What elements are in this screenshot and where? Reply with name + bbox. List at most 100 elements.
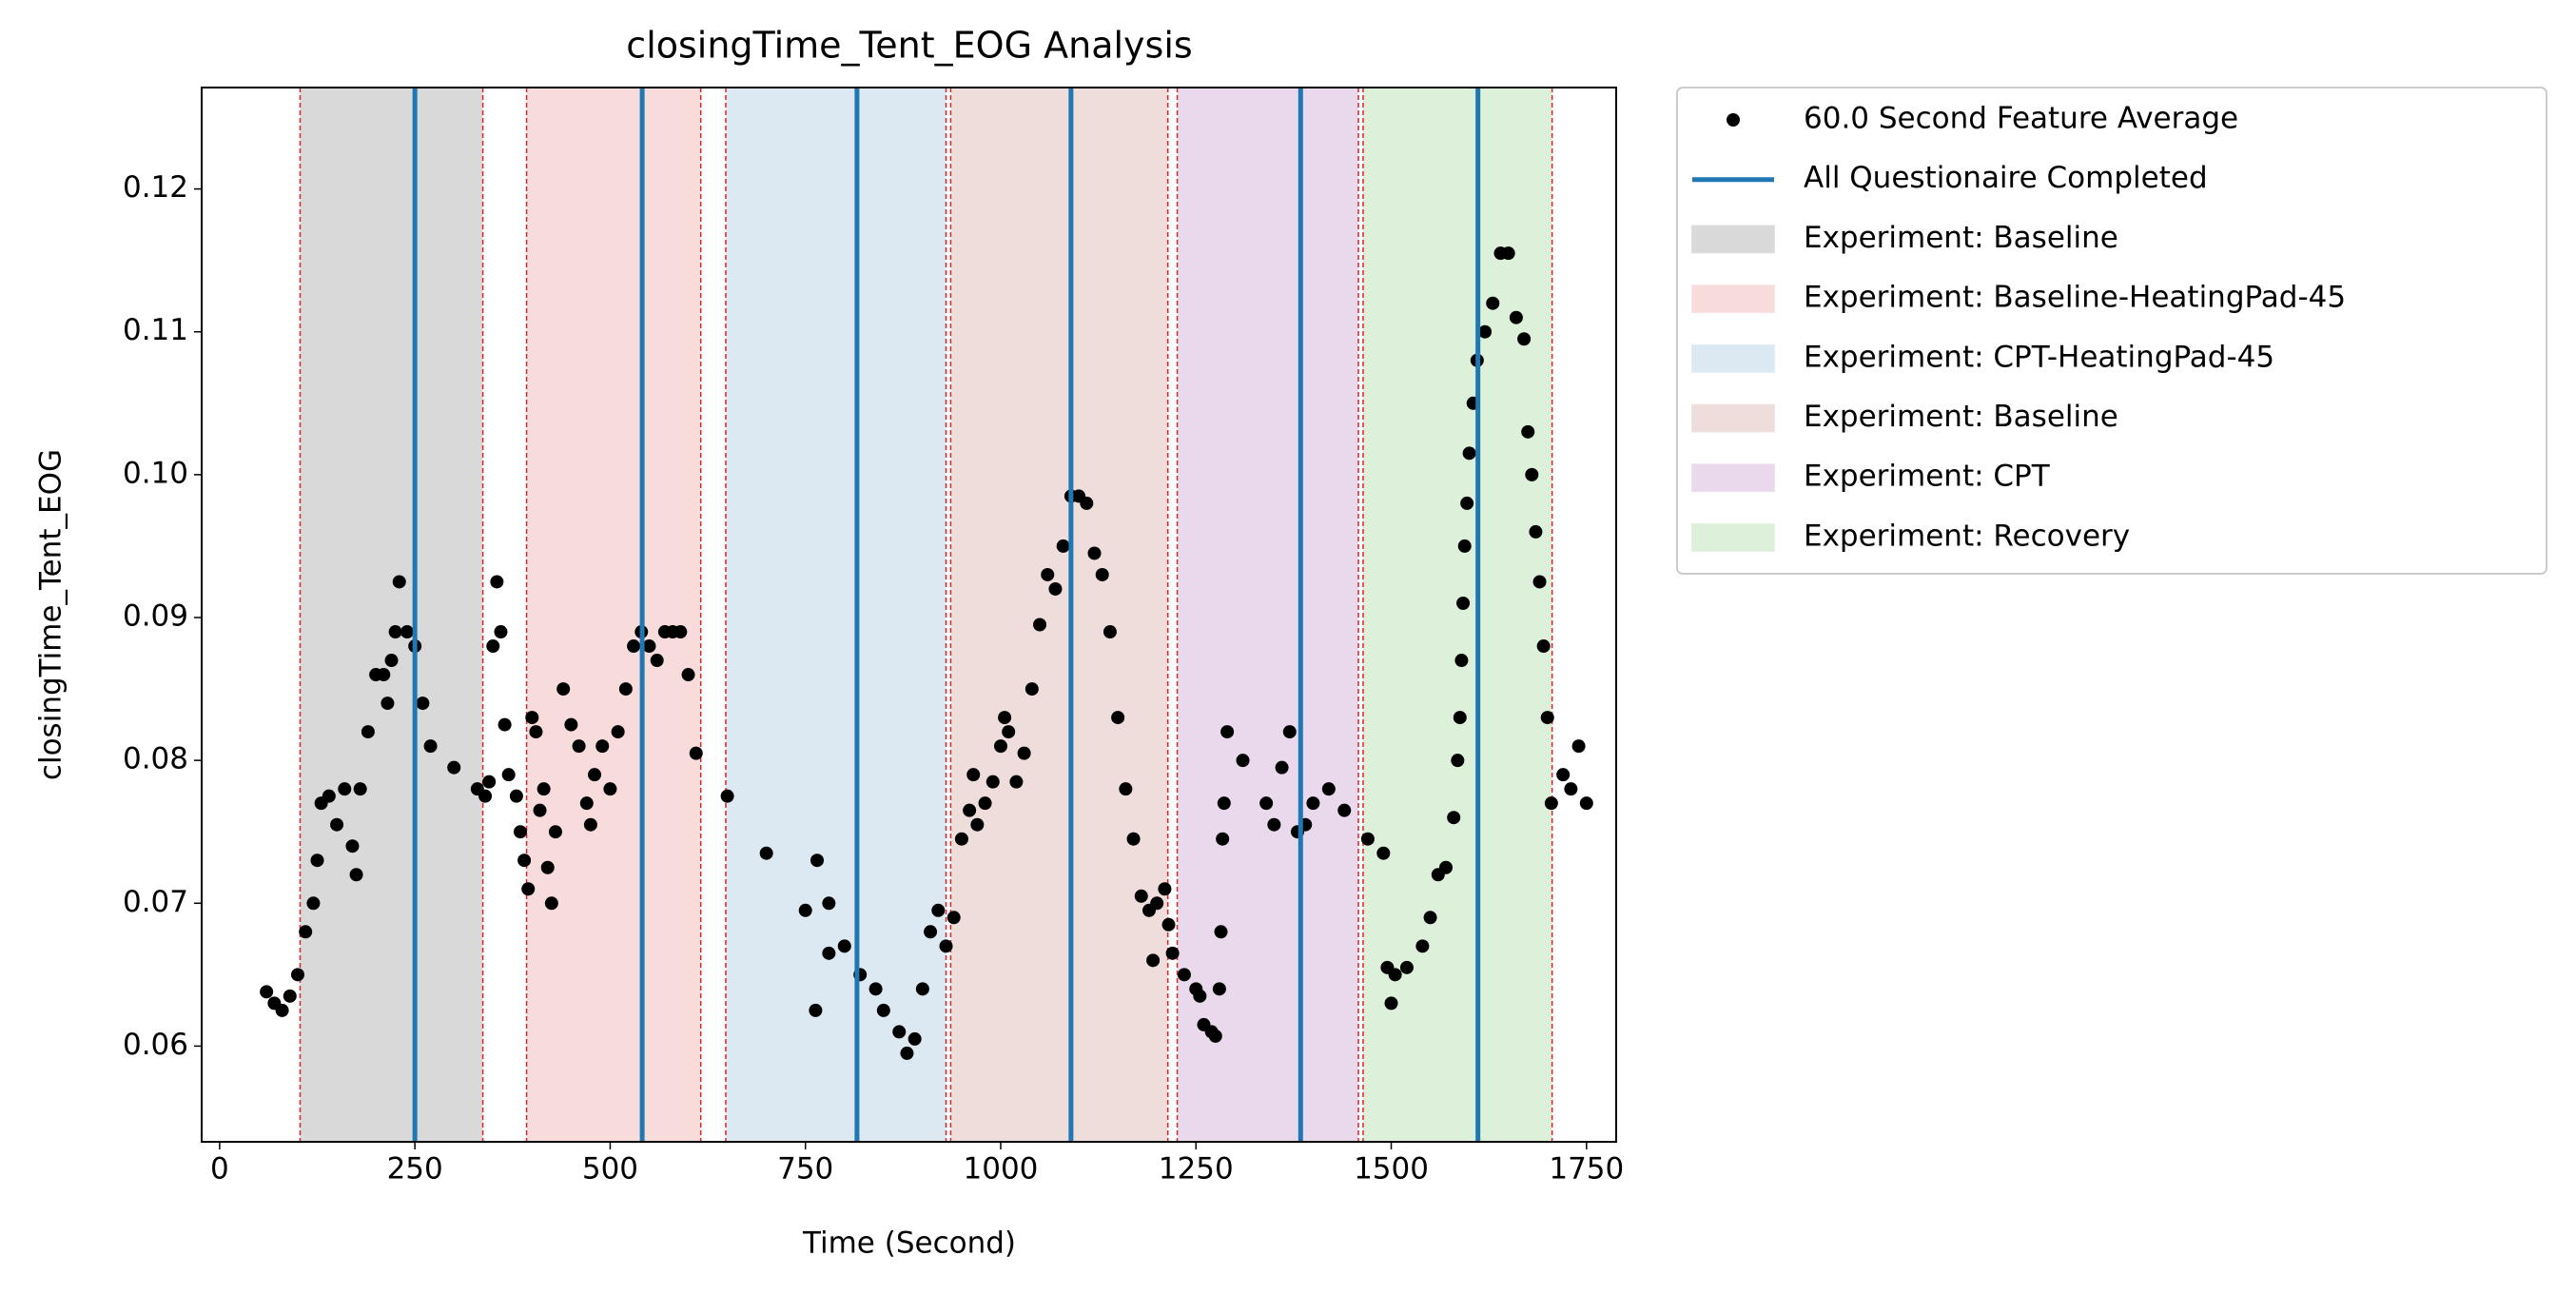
data-point (1509, 310, 1523, 324)
data-point (384, 654, 399, 668)
data-point (650, 654, 664, 668)
data-point (642, 639, 656, 654)
legend-swatch (1691, 225, 1775, 254)
data-point (924, 925, 938, 939)
data-point (1521, 424, 1535, 439)
data-point (322, 789, 336, 803)
data-point (540, 860, 555, 874)
y-tick-label: 0.11 (123, 313, 188, 347)
data-point (1478, 324, 1493, 339)
data-point (556, 682, 571, 697)
data-point (1103, 625, 1117, 639)
data-point (1525, 467, 1539, 481)
data-point (907, 1031, 922, 1046)
data-point (478, 789, 493, 803)
data-point (1456, 596, 1471, 610)
y-tick-label: 0.10 (123, 456, 188, 490)
data-point (1532, 575, 1547, 589)
y-axis-label: closingTime_Tent_EOG (34, 449, 68, 780)
data-point (1165, 946, 1180, 960)
data-point (400, 625, 414, 639)
data-point (310, 854, 324, 868)
data-point (1158, 882, 1172, 896)
data-point (1540, 711, 1554, 725)
data-point (798, 903, 812, 917)
data-point (447, 760, 461, 775)
data-point (876, 1003, 890, 1017)
y-tick-label: 0.06 (123, 1028, 188, 1062)
span (1362, 88, 1552, 1142)
data-point (1220, 725, 1235, 739)
data-point (720, 789, 734, 803)
data-point (423, 739, 438, 754)
data-point (1384, 996, 1398, 1010)
legend-box (1676, 87, 2547, 575)
data-point (822, 946, 836, 960)
data-point (1212, 982, 1226, 996)
data-point (544, 896, 558, 911)
data-point (1111, 711, 1125, 725)
data-point (338, 782, 352, 796)
data-point (1439, 860, 1454, 874)
data-point (1087, 546, 1102, 560)
span (725, 88, 946, 1142)
data-point (611, 725, 625, 739)
data-point (330, 817, 344, 832)
data-point (939, 939, 953, 953)
data-point (533, 803, 547, 817)
data-point (1376, 846, 1391, 860)
data-point (915, 982, 929, 996)
x-tick-label: 1750 (1549, 1152, 1624, 1187)
data-point (290, 968, 304, 982)
data-point (1193, 989, 1207, 1003)
data-point (1236, 754, 1250, 768)
data-point (1571, 739, 1586, 754)
data-point (509, 789, 523, 803)
data-point (353, 782, 367, 796)
data-point (1564, 782, 1578, 796)
data-point (1208, 1029, 1222, 1043)
data-point (1501, 246, 1515, 261)
y-tick-label: 0.09 (123, 599, 188, 634)
legend-swatch (1691, 522, 1775, 552)
legend-label: All Questionaire Completed (1804, 161, 2208, 195)
data-point (1399, 960, 1414, 974)
data-point (689, 746, 703, 760)
data-point (1423, 911, 1437, 925)
data-point (260, 985, 274, 999)
data-point (681, 668, 695, 682)
data-point (381, 697, 395, 711)
legend-label: Experiment: CPT (1804, 460, 2051, 494)
span (526, 88, 701, 1142)
legend-label: Experiment: Recovery (1804, 519, 2130, 553)
data-point (388, 625, 402, 639)
data-point (521, 882, 536, 896)
data-point (966, 768, 981, 782)
y-tick-label: 0.12 (123, 170, 188, 205)
data-point (1544, 796, 1558, 811)
data-point (1388, 968, 1402, 982)
data-point (306, 896, 321, 911)
legend-marker (1727, 113, 1740, 127)
data-point (1216, 832, 1230, 846)
x-tick-label: 1250 (1159, 1152, 1234, 1187)
data-point (1462, 446, 1476, 461)
data-point (998, 711, 1012, 725)
data-point (1041, 567, 1055, 581)
x-tick-label: 750 (777, 1152, 833, 1187)
data-point (1529, 524, 1543, 539)
legend-swatch (1691, 403, 1775, 433)
data-point (603, 782, 617, 796)
data-point (900, 1046, 914, 1060)
legend-label: Experiment: CPT-HeatingPad-45 (1804, 340, 2274, 374)
data-point (1095, 567, 1109, 581)
data-point (299, 925, 313, 939)
data-point (931, 903, 946, 917)
data-point (954, 832, 968, 846)
data-point (517, 854, 532, 868)
data-point (1460, 496, 1474, 510)
chart-title: closingTime_Tent_EOG Analysis (626, 25, 1192, 67)
data-point (377, 668, 391, 682)
data-point (1267, 817, 1281, 832)
